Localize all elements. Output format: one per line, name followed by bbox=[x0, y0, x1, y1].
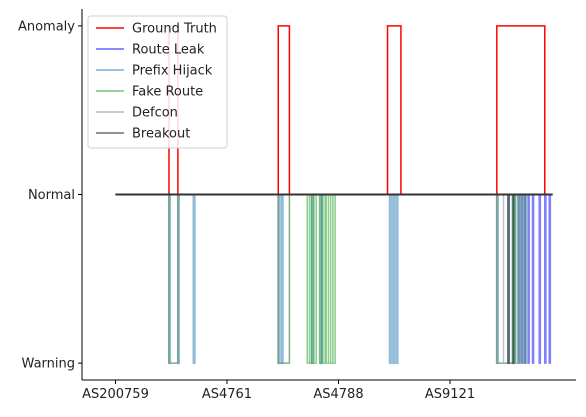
x-tick-label: AS200759 bbox=[82, 387, 149, 402]
series-line-breakout bbox=[115, 193, 553, 364]
legend: Ground Truth Route Leak Prefix Hijack Fake … bbox=[87, 15, 228, 149]
x-tick-label: AS9121 bbox=[425, 387, 475, 402]
legend-label-ground-truth: Ground Truth bbox=[132, 22, 217, 37]
legend-label-fake-route: Fake Route bbox=[132, 85, 203, 100]
y-tick-label: Warning bbox=[22, 357, 75, 372]
y-tick-label: Normal bbox=[28, 188, 75, 203]
y-tick-label: Anomaly bbox=[18, 19, 75, 34]
plot-area bbox=[115, 25, 553, 365]
axes: Warning Normal Anomaly AS200759 AS4761 AS4788… bbox=[18, 9, 576, 402]
series-line-defcon bbox=[115, 193, 553, 364]
legend-label-prefix-hijack: Prefix Hijack bbox=[132, 64, 213, 79]
legend-label-breakout: Breakout bbox=[132, 127, 190, 142]
series-line-fake-route bbox=[115, 193, 553, 364]
x-tick-label: AS4761 bbox=[202, 387, 252, 402]
legend-label-defcon: Defcon bbox=[132, 106, 178, 121]
legend-label-route-leak: Route Leak bbox=[132, 43, 205, 58]
series-line-route-leak bbox=[115, 193, 553, 364]
series-line-prefix-hijack bbox=[115, 193, 553, 365]
x-tick-label: AS4788 bbox=[313, 387, 363, 402]
